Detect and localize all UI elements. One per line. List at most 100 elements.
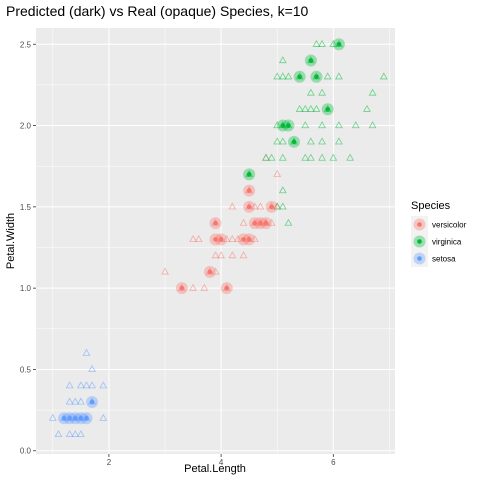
x-tick-label: 2	[107, 458, 112, 467]
predicted-point-versicolor	[269, 204, 274, 210]
real-point-versicolor	[222, 234, 231, 242]
chart-title: Predicted (dark) vs Real (opaque) Specie…	[6, 3, 309, 19]
real-point-setosa	[65, 397, 74, 405]
predicted-point-virginica	[325, 106, 330, 112]
real-point-setosa	[76, 430, 85, 438]
real-point-virginica	[368, 121, 377, 129]
legend-label-setosa: setosa	[432, 255, 456, 264]
real-point-virginica	[306, 137, 315, 145]
real-point-virginica	[278, 56, 287, 64]
real-point-versicolor	[194, 234, 203, 242]
real-point-setosa	[54, 430, 63, 438]
real-point-virginica	[284, 218, 293, 226]
real-point-versicolor	[267, 218, 276, 226]
predicted-point-versicolor	[246, 188, 252, 193]
real-point-virginica	[273, 121, 282, 129]
real-point-setosa	[88, 365, 97, 373]
predicted-point-virginica	[297, 74, 302, 80]
real-point-virginica	[368, 88, 377, 96]
real-point-versicolor	[217, 251, 226, 259]
real-point-versicolor	[200, 283, 209, 291]
y-axis-title: Petal.Width	[5, 213, 17, 269]
real-point-setosa	[82, 381, 91, 389]
predicted-point-virginica	[286, 123, 291, 128]
real-point-versicolor	[189, 234, 197, 242]
real-point-virginica	[278, 72, 287, 80]
real-point-virginica	[278, 186, 287, 194]
real-point-virginica	[334, 121, 343, 129]
x-axis-title: Petal.Length	[184, 463, 246, 475]
real-point-virginica	[329, 153, 338, 161]
real-point-virginica	[363, 104, 371, 112]
real-point-virginica	[267, 153, 276, 161]
real-point-versicolor	[234, 234, 242, 242]
legend-key-dot	[417, 256, 422, 261]
real-point-versicolor	[228, 234, 237, 242]
real-point-virginica	[346, 153, 355, 161]
predicted-point-versicolor	[252, 220, 258, 226]
real-point-virginica	[351, 121, 360, 129]
predicted-point-versicolor	[213, 220, 218, 226]
real-point-setosa	[82, 348, 91, 356]
predicted-point-setosa	[67, 415, 72, 421]
real-point-versicolor	[161, 267, 169, 275]
legend-label-virginica: virginica	[432, 238, 462, 247]
real-point-virginica	[273, 202, 282, 210]
predicted-point-versicolor	[179, 285, 185, 291]
y-tick-label: 1.0	[20, 284, 32, 293]
predicted-point-virginica	[336, 41, 342, 47]
data-points	[48, 38, 388, 438]
grid-minor	[36, 28, 395, 454]
real-point-versicolor	[189, 283, 197, 291]
real-point-virginica	[306, 88, 315, 96]
real-point-virginica	[295, 104, 304, 112]
predicted-point-versicolor	[246, 204, 252, 210]
axis-ticks: 2 4 6 0.0 0.5 1.0 1.5 2.0 2.5	[20, 40, 336, 467]
real-point-virginica	[284, 72, 293, 80]
real-point-virginica	[312, 39, 321, 47]
predicted-point-virginica	[246, 172, 252, 177]
legend: Species versicolor virginica setosa	[411, 200, 467, 267]
y-tick-label: 2.5	[20, 40, 32, 49]
real-point-virginica	[323, 72, 332, 80]
real-point-virginica	[312, 104, 321, 112]
real-point-setosa	[65, 430, 74, 438]
real-point-setosa	[65, 381, 74, 389]
real-point-virginica	[379, 72, 388, 80]
predicted-point-setosa	[61, 415, 67, 421]
real-point-virginica	[334, 137, 343, 145]
real-point-setosa	[76, 397, 85, 405]
y-tick-label: 0.5	[20, 365, 32, 374]
real-point-virginica	[262, 153, 270, 161]
predicted-point-versicolor	[263, 220, 269, 226]
legend-key-dot	[417, 222, 422, 227]
predicted-point-versicolor	[213, 237, 218, 242]
real-point-setosa	[99, 413, 108, 421]
predicted-point-setosa	[78, 415, 84, 421]
real-point-versicolor	[239, 251, 248, 259]
real-point-virginica	[318, 88, 327, 96]
predicted-point-versicolor	[246, 237, 252, 242]
y-tick-label: 2.0	[20, 122, 32, 131]
real-point-versicolor	[211, 251, 220, 259]
real-point-setosa	[76, 381, 85, 389]
predicted-point-virginica	[291, 139, 297, 145]
real-point-virginica	[301, 153, 310, 161]
real-point-virginica	[278, 153, 287, 161]
real-point-versicolor	[211, 267, 220, 275]
legend-label-versicolor: versicolor	[432, 221, 467, 230]
real-point-setosa	[88, 381, 97, 389]
x-tick-label: 6	[331, 458, 336, 467]
real-point-virginica	[318, 153, 327, 161]
predicted-point-virginica	[314, 74, 319, 80]
x-tick-label: 4	[219, 458, 224, 467]
predicted-point-versicolor	[207, 269, 213, 275]
predicted-point-versicolor	[241, 237, 246, 242]
predicted-point-virginica	[280, 123, 286, 128]
predicted-point-setosa	[89, 399, 95, 405]
real-point-virginica	[318, 121, 327, 129]
legend-key-dot	[417, 239, 422, 244]
y-tick-label: 0.0	[20, 447, 32, 456]
real-point-setosa	[71, 397, 80, 405]
